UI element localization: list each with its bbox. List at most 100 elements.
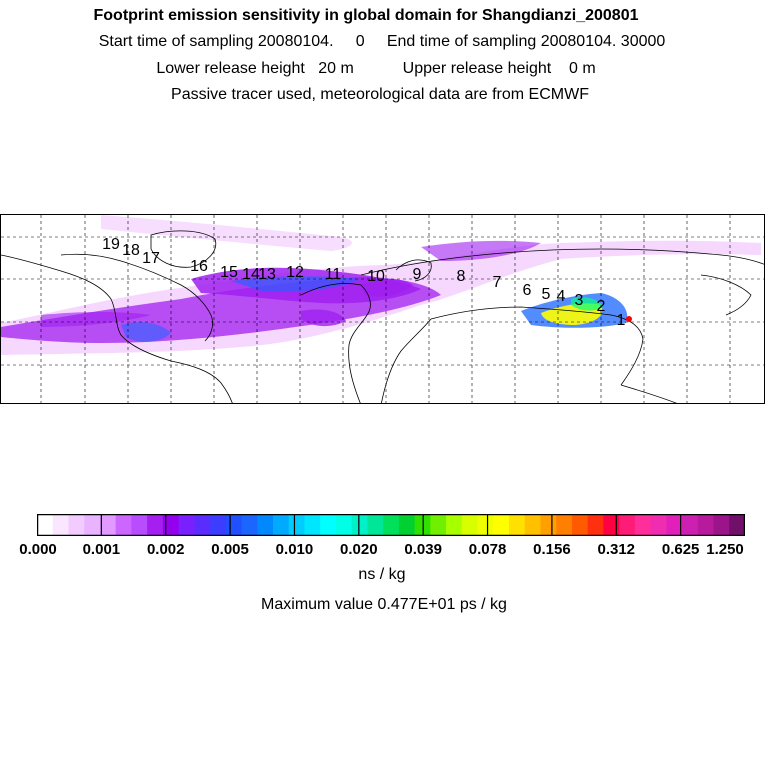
plume-region xyxy=(301,309,346,327)
trajectory-label: 7 xyxy=(493,274,502,291)
plume-region xyxy=(361,279,413,297)
coastline xyxy=(395,259,432,282)
color-swatch xyxy=(241,514,258,536)
color-swatch xyxy=(446,514,463,536)
color-swatch xyxy=(509,514,526,536)
color-swatch xyxy=(84,514,101,536)
color-swatch xyxy=(540,514,557,536)
trajectory-label: 5 xyxy=(542,286,551,303)
source-point xyxy=(626,316,632,322)
color-swatch xyxy=(257,514,274,536)
lat-lon-grid xyxy=(1,215,764,403)
color-swatch xyxy=(650,514,667,536)
trajectory-label: 17 xyxy=(142,250,160,267)
color-scale-label: 0.010 xyxy=(275,541,314,558)
color-swatch xyxy=(430,514,447,536)
color-scale-label: 0.156 xyxy=(533,541,571,558)
trajectory-label: 19 xyxy=(102,236,120,253)
color-swatch xyxy=(571,514,589,536)
plume-region xyxy=(231,276,361,292)
source-marker xyxy=(626,316,632,322)
trajectory-label: 6 xyxy=(523,282,532,299)
color-swatch xyxy=(52,514,70,536)
color-swatch xyxy=(225,514,243,536)
color-swatch xyxy=(603,514,620,536)
color-scale-label: 0.001 xyxy=(82,541,121,558)
map-title: Footprint emission sensitivity in global… xyxy=(93,7,639,24)
color-scale-label: 0.000 xyxy=(19,541,57,558)
color-swatch xyxy=(147,514,164,536)
tracer-note-line: Passive tracer used, meteorological data… xyxy=(171,86,589,103)
color-swatch xyxy=(619,514,636,536)
color-scale-bar xyxy=(37,514,745,536)
color-swatch xyxy=(697,514,715,536)
coastline xyxy=(360,248,764,276)
trajectory-label: 9 xyxy=(413,266,422,283)
color-swatch xyxy=(304,514,321,536)
trajectory-label: 8 xyxy=(457,268,466,285)
sampling-time-line: Start time of sampling 20080104. 0 End t… xyxy=(98,33,666,50)
color-swatch xyxy=(682,514,699,536)
trajectory-label: 4 xyxy=(557,288,566,305)
release-height-line: Lower release height 20 m Upper release … xyxy=(156,60,596,77)
plume-region xyxy=(121,322,171,342)
color-scale-label: 0.005 xyxy=(211,541,249,558)
color-scale-label: 0.078 xyxy=(468,541,507,558)
trajectory-label: 14 xyxy=(242,266,260,283)
color-scale-label: 0.002 xyxy=(146,541,185,558)
color-swatch xyxy=(335,514,353,536)
coastline xyxy=(700,274,752,316)
color-swatch xyxy=(131,514,148,536)
color-swatch xyxy=(273,514,290,536)
color-swatch xyxy=(634,514,652,536)
color-swatch xyxy=(320,514,337,536)
coastline xyxy=(150,230,217,268)
color-swatch xyxy=(729,514,745,536)
color-swatch xyxy=(37,514,54,536)
trajectory-label: 16 xyxy=(190,258,208,275)
color-swatch xyxy=(367,514,384,536)
color-swatch xyxy=(587,514,604,536)
color-swatch xyxy=(666,514,683,536)
color-swatch xyxy=(194,514,211,536)
trajectory-label: 3 xyxy=(575,292,584,309)
plume-region xyxy=(421,240,541,261)
trajectory-label: 1 xyxy=(617,312,626,329)
coastline xyxy=(60,253,213,342)
trajectory-label: 18 xyxy=(122,242,140,259)
color-swatch xyxy=(383,514,400,536)
trajectory-label: 13 xyxy=(258,266,276,283)
color-swatch xyxy=(115,514,132,536)
coastline xyxy=(381,318,432,403)
color-swatch xyxy=(68,514,85,536)
color-swatch xyxy=(461,514,479,536)
color-scale-outline xyxy=(37,514,745,536)
units-label: ns / kg xyxy=(358,566,406,583)
color-scale-label: 0.039 xyxy=(404,541,442,558)
color-swatch xyxy=(351,514,368,536)
color-scale-label: 0.625 xyxy=(661,541,700,558)
trajectory-label: 15 xyxy=(220,264,238,281)
color-swatch xyxy=(524,514,542,536)
color-swatch xyxy=(493,514,510,536)
coastline xyxy=(430,306,644,386)
color-swatch xyxy=(162,514,180,536)
maximum-value-label: Maximum value 0.477E+01 ps / kg xyxy=(261,596,507,613)
color-swatch xyxy=(210,514,227,536)
footprint-map: 1 2 3 4 5 6 7 8 9 10 11 12 13 14 15 16 17 18 19 xyxy=(0,214,765,404)
coastline xyxy=(300,283,371,403)
color-swatch xyxy=(477,514,494,536)
plume-region xyxy=(41,312,151,327)
color-scale-label: 1.250 xyxy=(706,541,744,558)
color-swatch xyxy=(398,514,416,536)
trajectory-label: 12 xyxy=(286,264,304,281)
plume-region xyxy=(101,215,352,251)
coastline xyxy=(620,384,677,403)
coastline xyxy=(1,254,233,403)
trajectory-label: 10 xyxy=(367,268,385,285)
color-scale-label: 0.020 xyxy=(340,541,378,558)
color-swatch xyxy=(99,514,117,536)
color-swatch xyxy=(288,514,306,536)
